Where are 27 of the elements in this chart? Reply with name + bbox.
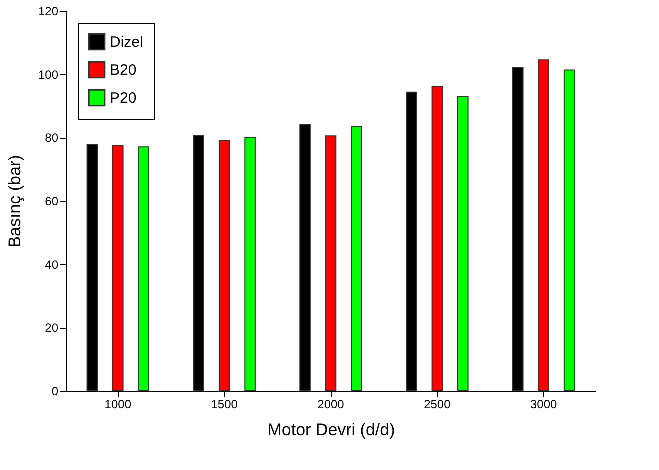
legend-label: B20: [110, 62, 137, 79]
y-tick-label: 0: [52, 384, 59, 398]
y-tick-label: 100: [38, 68, 59, 82]
bar: [564, 70, 576, 392]
y-axis-title: Basınç (bar): [5, 155, 24, 248]
x-tick-label: 3000: [530, 398, 558, 412]
bar: [112, 145, 124, 392]
legend-label: P20: [110, 90, 137, 107]
y-tick-label: 80: [45, 131, 59, 146]
y-tick-label: 20: [45, 321, 59, 336]
x-tick-label: 2500: [424, 398, 452, 412]
bar: [218, 140, 230, 392]
bar: [432, 86, 444, 392]
x-tick-label: 2000: [318, 398, 345, 412]
x-tick-label: 1500: [211, 398, 238, 412]
bar: [325, 136, 337, 392]
x-axis-title: Motor Devri (d/d): [268, 420, 396, 440]
bar: [244, 137, 256, 392]
y-tick-label: 60: [45, 194, 59, 208]
legend-label: Dizel: [110, 34, 144, 51]
bar: [458, 96, 469, 392]
bar: [138, 146, 150, 392]
bar: [351, 126, 362, 392]
x-tick-label: 1000: [104, 398, 132, 412]
bar: [538, 60, 550, 392]
y-tick-label: 120: [38, 4, 59, 18]
y-tick-label: 40: [45, 258, 59, 272]
